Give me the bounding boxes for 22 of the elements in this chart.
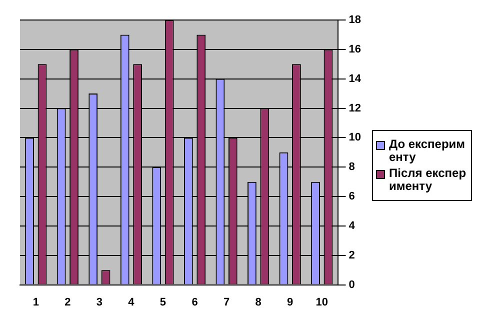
x-tick-label: 5	[160, 296, 166, 308]
y-tick-label: 6	[348, 190, 355, 203]
y-tick-label: 2	[348, 249, 355, 262]
x-tick-label: 8	[255, 296, 262, 308]
legend-label: Після експерименту	[389, 166, 468, 193]
y-tick-label: 16	[348, 43, 362, 56]
y-tick-label: 0	[348, 278, 355, 291]
x-tick-label: 9	[287, 296, 294, 308]
y-tick-label: 10	[348, 132, 362, 144]
x-tick-label: 3	[96, 296, 103, 308]
y-tick-label: 12	[348, 102, 362, 114]
x-tick-label: 2	[64, 296, 71, 308]
x-tick-label: 1	[32, 296, 39, 308]
y-tick-label: 8	[348, 161, 355, 174]
x-tick-label: 6	[192, 296, 198, 308]
y-tick-label: 4	[348, 220, 356, 232]
legend-label: До експерименту	[389, 137, 466, 164]
y-tick-label: 18	[348, 14, 362, 26]
x-tick-label: 10	[316, 296, 328, 308]
x-tick-label: 7	[223, 296, 230, 308]
y-tick-label: 14	[348, 72, 362, 85]
x-tick-label: 4	[128, 296, 136, 308]
